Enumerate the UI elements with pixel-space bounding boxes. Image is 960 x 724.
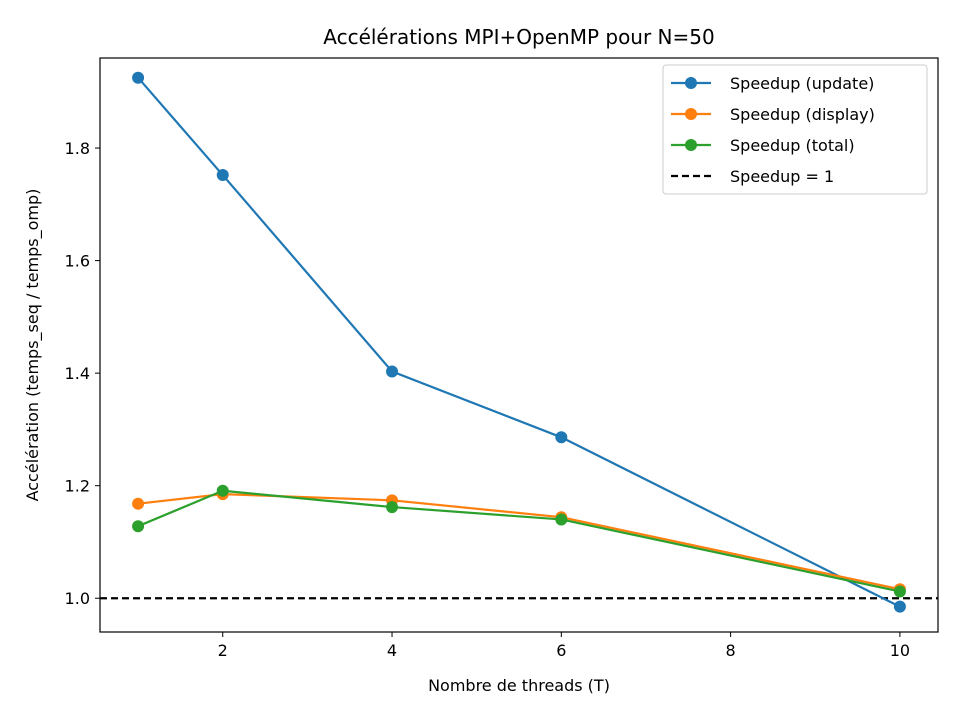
legend-label: Speedup (display) — [730, 105, 875, 124]
series-2 — [132, 484, 906, 598]
legend-entry: Speedup (total) — [671, 136, 855, 155]
data-point — [893, 585, 906, 598]
x-tick-label: 2 — [218, 641, 228, 660]
data-point — [132, 497, 145, 510]
x-tick-label: 8 — [726, 641, 736, 660]
data-point — [386, 365, 399, 378]
legend-entry: Speedup (display) — [671, 105, 875, 124]
y-tick-label: 1.0 — [65, 589, 90, 608]
legend-label: Speedup = 1 — [730, 167, 834, 186]
data-point — [216, 169, 229, 182]
legend: Speedup (update) Speedup (display) Speedup… — [662, 64, 928, 195]
data-point — [893, 600, 906, 613]
y-tick-label: 1.6 — [65, 252, 90, 271]
legend-entry: Speedup = 1 — [671, 167, 834, 186]
plot-frame — [99, 57, 939, 633]
series-0 — [132, 71, 906, 613]
legend-label: Speedup (total) — [730, 136, 855, 155]
legend-swatch-marker — [685, 77, 697, 89]
chart-title: Accélérations MPI+OpenMP pour N=50 — [323, 25, 714, 49]
y-tick-label: 1.8 — [65, 139, 90, 158]
tick-layer: 2 4 6 8 10 1.0 1.2 1.4 1.6 1.8 — [65, 139, 911, 660]
data-point — [555, 513, 568, 526]
y-axis-title: Accélération (temps_seq / temps_omp) — [23, 189, 43, 502]
x-axis-title: Nombre de threads (T) — [428, 676, 610, 695]
y-tick-label: 1.2 — [65, 477, 90, 496]
legend-swatch-marker — [685, 108, 697, 120]
data-point — [555, 431, 568, 444]
data-point — [132, 71, 145, 84]
data-point — [386, 501, 399, 514]
x-tick-label: 4 — [387, 641, 397, 660]
legend-swatch-marker — [685, 139, 697, 151]
data-point — [216, 484, 229, 497]
x-tick-label: 6 — [556, 641, 566, 660]
legend-entry: Speedup (update) — [671, 74, 874, 93]
data-point — [132, 520, 145, 533]
x-tick-label: 10 — [890, 641, 910, 660]
y-tick-label: 1.4 — [65, 364, 90, 383]
legend-label: Speedup (update) — [730, 74, 874, 93]
series-layer — [132, 71, 906, 613]
legend-box — [662, 64, 928, 195]
